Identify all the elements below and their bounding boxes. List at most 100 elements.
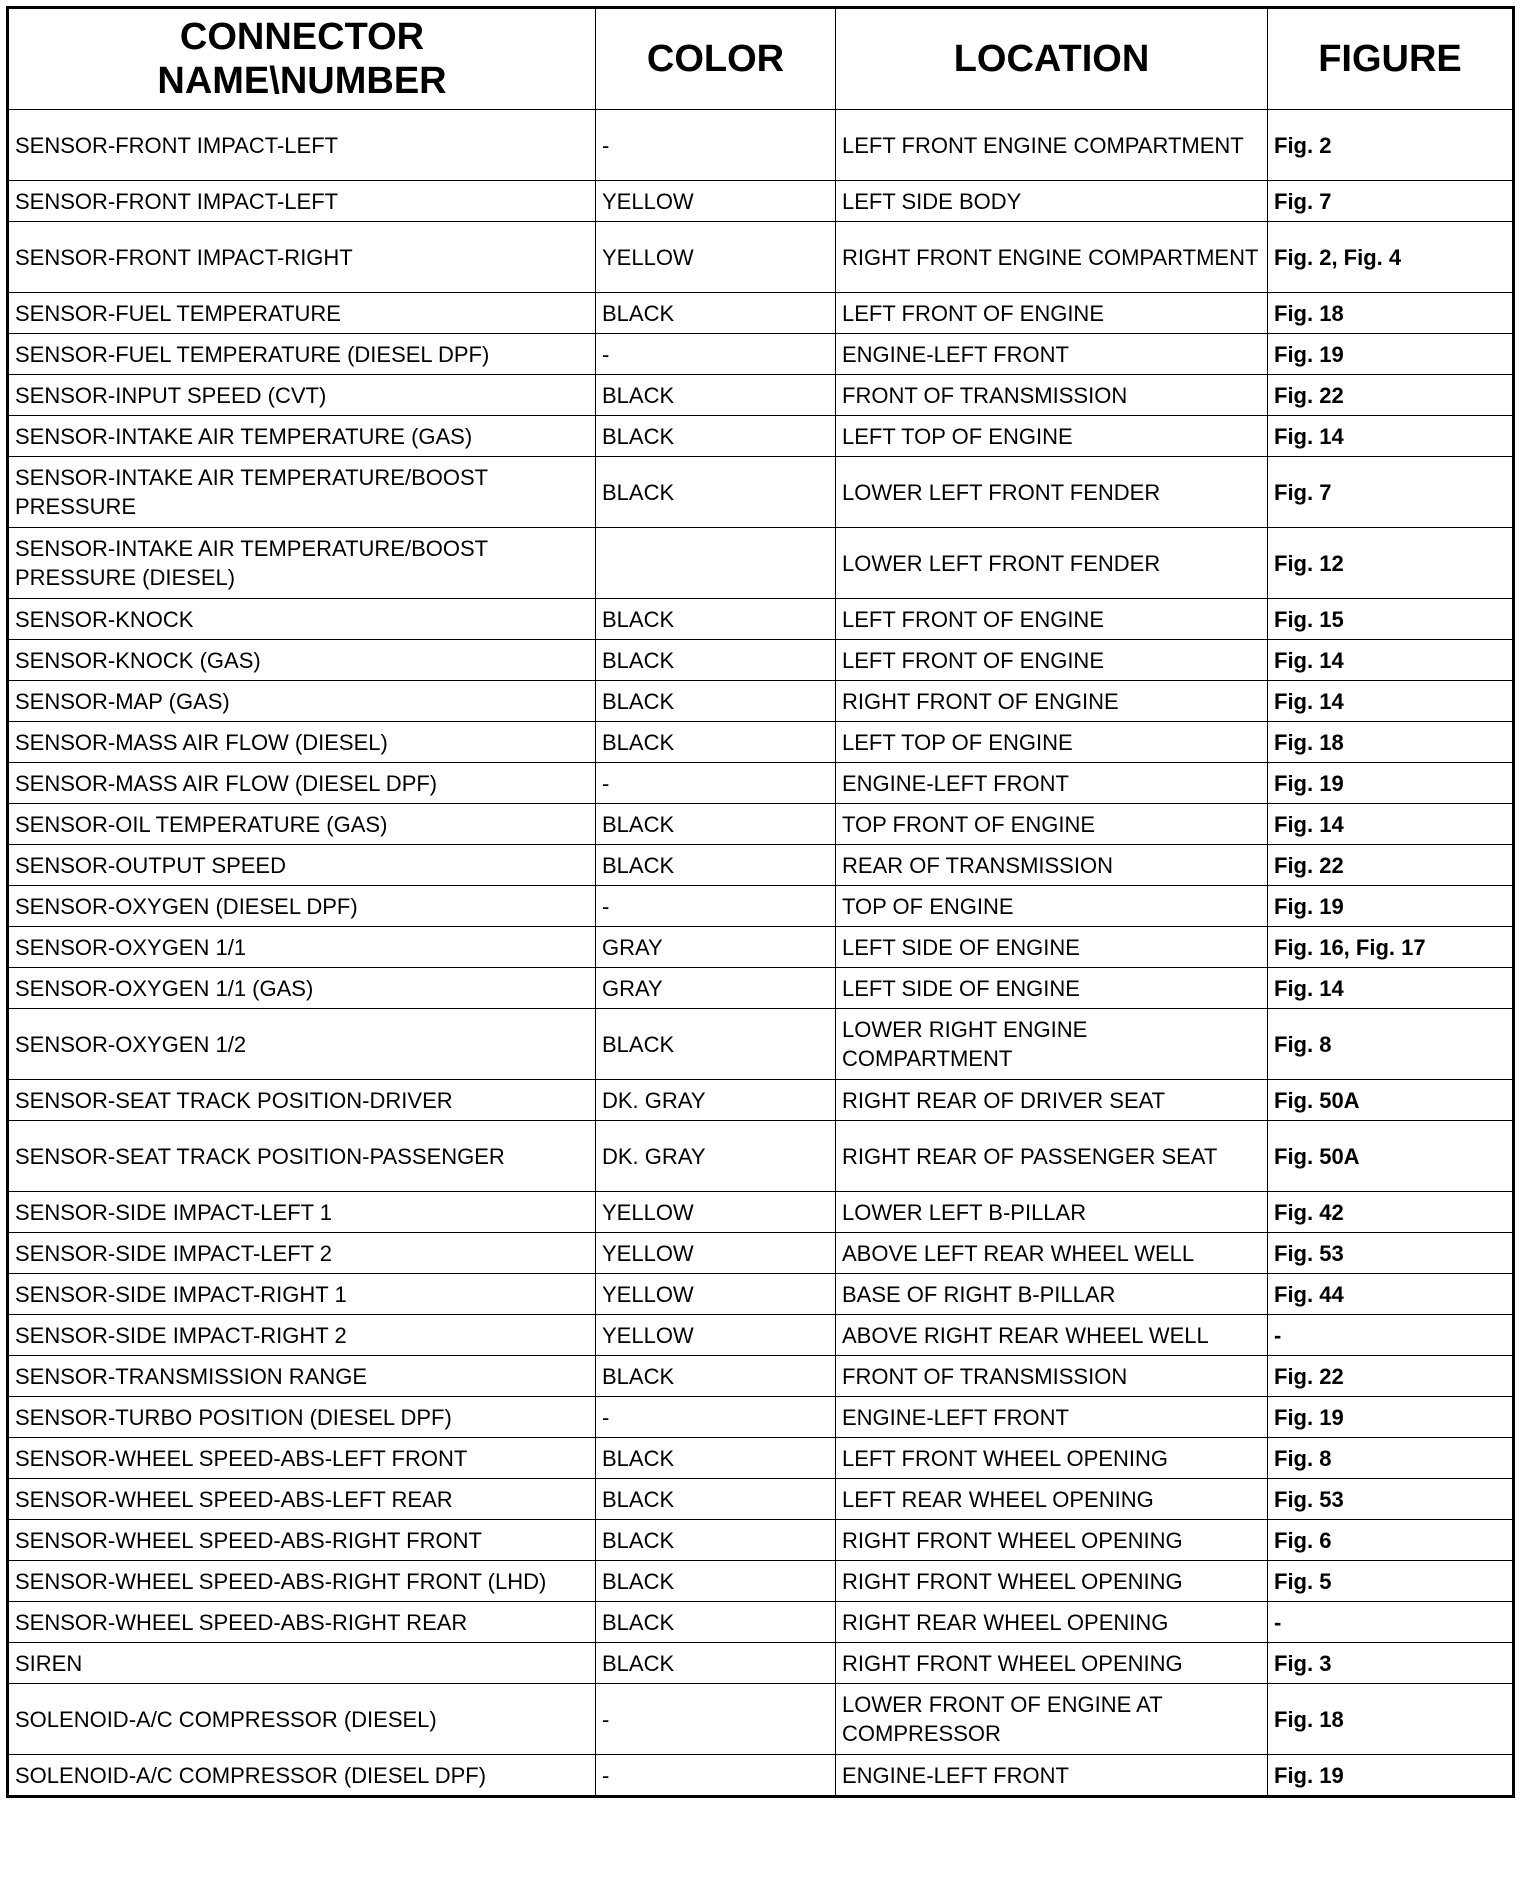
location: LEFT SIDE BODY [835,180,1268,222]
figure: Fig. 22 [1267,844,1514,886]
color: DK. GRAY [595,1120,836,1192]
table-row: SENSOR-INTAKE AIR TEMPERATURE (GAS) BLACK… [7,415,1514,457]
color: - [595,333,836,375]
color: YELLOW [595,1232,836,1274]
location: RIGHT FRONT ENGINE COMPARTMENT [835,221,1268,293]
figure: Fig. 12 [1267,527,1514,599]
table-row: SENSOR-FUEL TEMPERATURE BLACK LEFT FRONT O… [7,292,1514,334]
color: - [595,885,836,927]
table-row: SENSOR-KNOCK BLACK LEFT FRONT OF ENGINE Fig… [7,598,1514,640]
location: LOWER RIGHT ENGINE COMPARTMENT [835,1008,1268,1080]
connector-name: SENSOR-OIL TEMPERATURE (GAS) [7,803,596,845]
color: YELLOW [595,1191,836,1233]
table-row: SENSOR-MASS AIR FLOW (DIESEL) BLACK LEFT T… [7,721,1514,763]
color: BLACK [595,680,836,722]
color: GRAY [595,967,836,1009]
figure: - [1267,1314,1514,1356]
connector-name: SENSOR-OXYGEN 1/1 (GAS) [7,967,596,1009]
location: RIGHT REAR OF PASSENGER SEAT [835,1120,1268,1192]
connector-name: SENSOR-WHEEL SPEED-ABS-RIGHT REAR [7,1601,596,1643]
figure: Fig. 3 [1267,1642,1514,1684]
location: RIGHT FRONT WHEEL OPENING [835,1560,1268,1602]
table-row: SOLENOID-A/C COMPRESSOR (DIESEL DPF) - ENG… [7,1754,1514,1797]
connector-name: SENSOR-WHEEL SPEED-ABS-LEFT REAR [7,1478,596,1520]
table-row: SENSOR-SIDE IMPACT-LEFT 1 YELLOW LOWER LEF… [7,1191,1514,1233]
color: BLACK [595,1642,836,1684]
color: BLACK [595,639,836,681]
connector-name: SENSOR-SIDE IMPACT-RIGHT 1 [7,1273,596,1315]
connector-name: SENSOR-MAP (GAS) [7,680,596,722]
connector-name: SOLENOID-A/C COMPRESSOR (DIESEL DPF) [7,1754,596,1797]
location: LEFT FRONT OF ENGINE [835,292,1268,334]
table-row: SENSOR-FRONT IMPACT-LEFT - LEFT FRONT ENGI… [7,109,1514,181]
table-row: SENSOR-MASS AIR FLOW (DIESEL DPF) - ENGINE… [7,762,1514,804]
location: RIGHT REAR OF DRIVER SEAT [835,1079,1268,1121]
table-row: SENSOR-OUTPUT SPEED BLACK REAR OF TRANSMIS… [7,844,1514,886]
color: YELLOW [595,180,836,222]
location: LEFT SIDE OF ENGINE [835,967,1268,1009]
connector-name: SENSOR-KNOCK (GAS) [7,639,596,681]
figure: Fig. 16, Fig. 17 [1267,926,1514,968]
color: BLACK [595,456,836,528]
figure: Fig. 53 [1267,1478,1514,1520]
location: LOWER FRONT OF ENGINE AT COMPRESSOR [835,1683,1268,1755]
location: LEFT FRONT OF ENGINE [835,639,1268,681]
table-row: SENSOR-OXYGEN (DIESEL DPF) - TOP OF ENGINE… [7,885,1514,927]
table-row: SENSOR-SIDE IMPACT-LEFT 2 YELLOW ABOVE LEF… [7,1232,1514,1274]
figure: Fig. 7 [1267,456,1514,528]
color: BLACK [595,1437,836,1479]
figure: Fig. 53 [1267,1232,1514,1274]
connector-name: SENSOR-SIDE IMPACT-RIGHT 2 [7,1314,596,1356]
color: BLACK [595,1519,836,1561]
figure: Fig. 18 [1267,721,1514,763]
figure: Fig. 19 [1267,333,1514,375]
table-row: SENSOR-WHEEL SPEED-ABS-LEFT FRONT BLACK LE… [7,1437,1514,1479]
location: LEFT REAR WHEEL OPENING [835,1478,1268,1520]
location: RIGHT FRONT OF ENGINE [835,680,1268,722]
figure: Fig. 18 [1267,1683,1514,1755]
location: RIGHT REAR WHEEL OPENING [835,1601,1268,1643]
header-row: CONNECTOR NAME\NUMBER COLOR LOCATION FIGURE [7,7,1514,110]
connector-name: SENSOR-TRANSMISSION RANGE [7,1355,596,1397]
figure: Fig. 50A [1267,1120,1514,1192]
table-row: SENSOR-INTAKE AIR TEMPERATURE/BOOST PRES… [7,527,1514,599]
table-row: SENSOR-MAP (GAS) BLACK RIGHT FRONT OF ENGI… [7,680,1514,722]
figure: Fig. 18 [1267,292,1514,334]
connector-name: SENSOR-OXYGEN 1/1 [7,926,596,968]
figure: Fig. 14 [1267,803,1514,845]
color: - [595,109,836,181]
location: LEFT TOP OF ENGINE [835,415,1268,457]
color: - [595,1396,836,1438]
connector-name: SENSOR-FRONT IMPACT-LEFT [7,109,596,181]
table-row: SENSOR-SEAT TRACK POSITION-DRIVER DK. GRA… [7,1079,1514,1121]
figure: Fig. 14 [1267,415,1514,457]
color: BLACK [595,1560,836,1602]
connector-name: SENSOR-TURBO POSITION (DIESEL DPF) [7,1396,596,1438]
connector-name: SENSOR-INPUT SPEED (CVT) [7,374,596,416]
location: ABOVE RIGHT REAR WHEEL WELL [835,1314,1268,1356]
color: BLACK [595,721,836,763]
connector-name: SENSOR-INTAKE AIR TEMPERATURE/BOOST PRES… [7,527,596,599]
color: BLACK [595,292,836,334]
location: TOP OF ENGINE [835,885,1268,927]
location: FRONT OF TRANSMISSION [835,374,1268,416]
location: BASE OF RIGHT B-PILLAR [835,1273,1268,1315]
color: DK. GRAY [595,1079,836,1121]
location: LEFT FRONT WHEEL OPENING [835,1437,1268,1479]
connector-name: SENSOR-INTAKE AIR TEMPERATURE (GAS) [7,415,596,457]
figure: Fig. 19 [1267,762,1514,804]
figure: Fig. 50A [1267,1079,1514,1121]
connector-name: SOLENOID-A/C COMPRESSOR (DIESEL) [7,1683,596,1755]
figure: Fig. 14 [1267,639,1514,681]
color: BLACK [595,1008,836,1080]
table-row: SENSOR-TURBO POSITION (DIESEL DPF) - ENGIN… [7,1396,1514,1438]
table-row: SENSOR-KNOCK (GAS) BLACK LEFT FRONT OF ENG… [7,639,1514,681]
color: - [595,1683,836,1755]
figure: Fig. 7 [1267,180,1514,222]
table-row: SENSOR-OXYGEN 1/1 GRAY LEFT SIDE OF ENGINE… [7,926,1514,968]
location: LEFT SIDE OF ENGINE [835,926,1268,968]
table-row: SENSOR-OIL TEMPERATURE (GAS) BLACK TOP FRO… [7,803,1514,845]
location: ENGINE-LEFT FRONT [835,333,1268,375]
location: ENGINE-LEFT FRONT [835,762,1268,804]
